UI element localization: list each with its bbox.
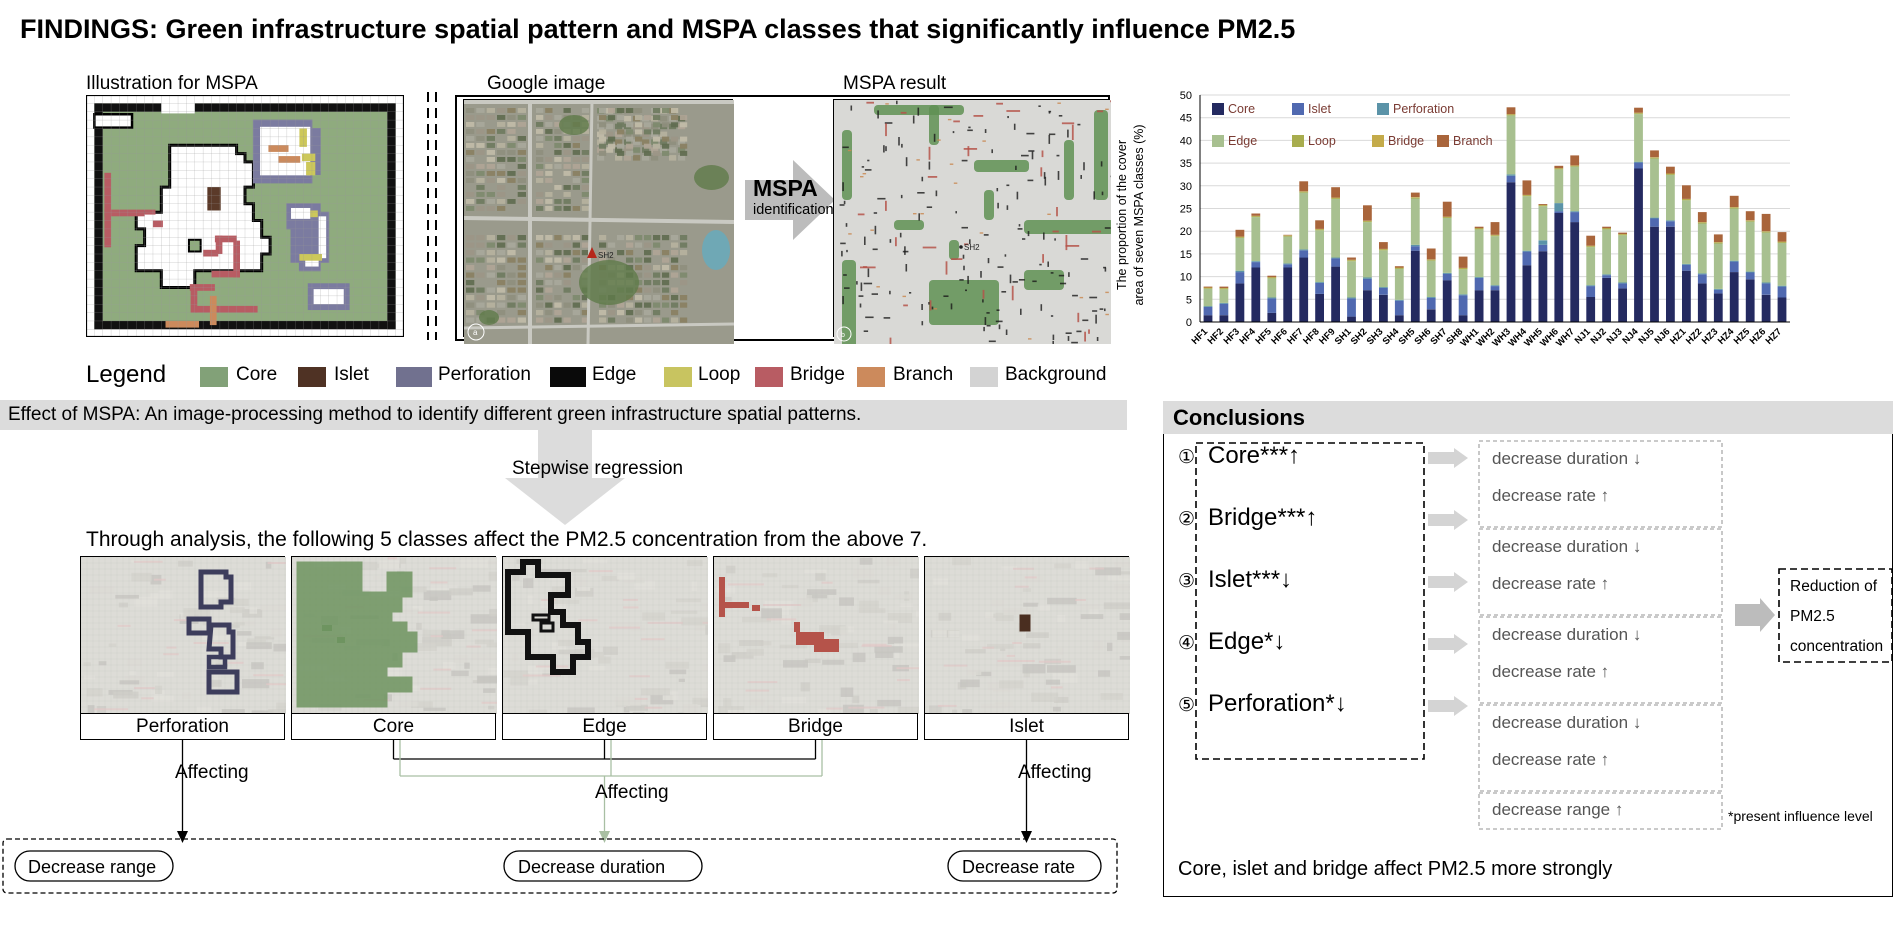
svg-text:a: a — [473, 328, 478, 337]
svg-text:45: 45 — [1180, 113, 1192, 125]
svg-text:Loop: Loop — [1308, 134, 1336, 148]
svg-text:Islet: Islet — [1308, 102, 1331, 116]
svg-text:30: 30 — [1180, 181, 1192, 193]
svg-text:SH2: SH2 — [598, 251, 614, 260]
svg-text:Perforation: Perforation — [1393, 102, 1454, 116]
svg-text:5: 5 — [1186, 294, 1192, 306]
svg-text:Bridge: Bridge — [1388, 134, 1424, 148]
svg-text:15: 15 — [1180, 249, 1192, 261]
svg-text:Edge: Edge — [1228, 134, 1257, 148]
svg-text:0: 0 — [1186, 317, 1192, 329]
svg-text:35: 35 — [1180, 158, 1192, 170]
svg-text:50: 50 — [1180, 90, 1192, 102]
svg-text:b: b — [841, 332, 845, 339]
svg-text:Branch: Branch — [1453, 134, 1493, 148]
svg-text:25: 25 — [1180, 204, 1192, 216]
svg-text:SH2: SH2 — [964, 243, 980, 252]
svg-text:10: 10 — [1180, 272, 1192, 284]
svg-text:Core: Core — [1228, 102, 1255, 116]
svg-text:20: 20 — [1180, 226, 1192, 238]
svg-text:40: 40 — [1180, 135, 1192, 147]
